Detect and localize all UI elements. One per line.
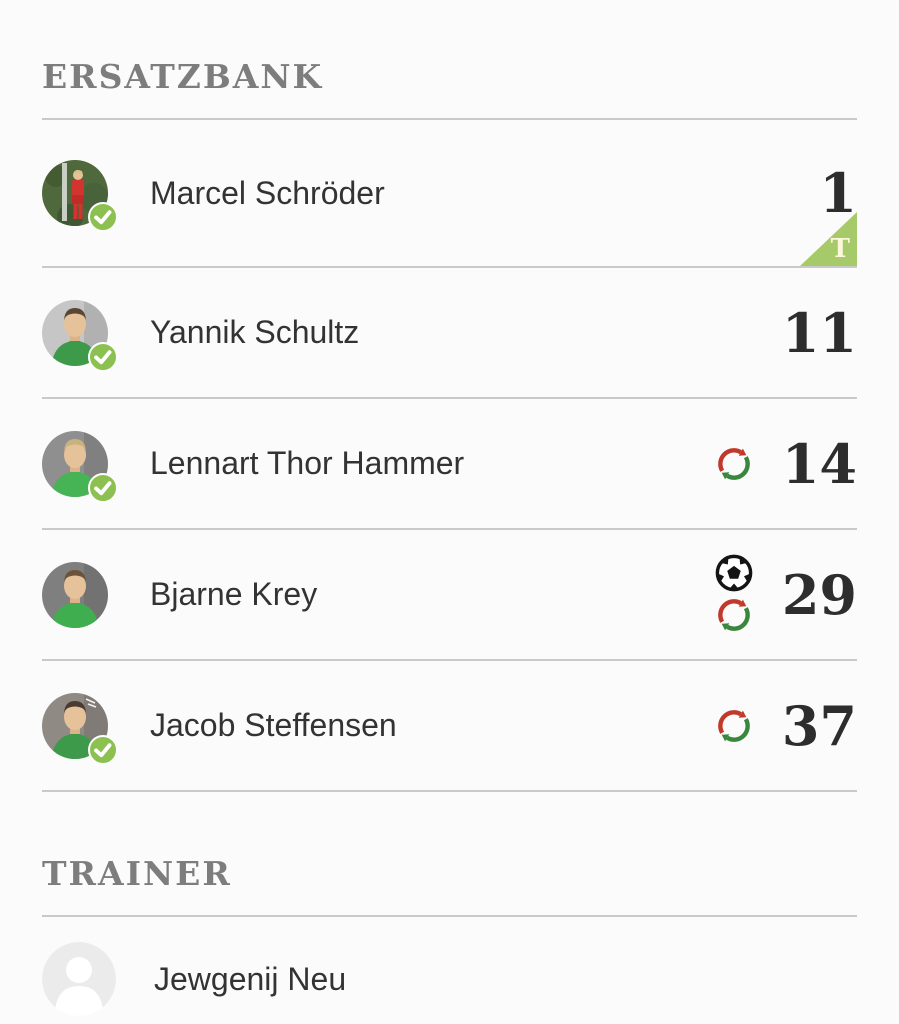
player-number: 11 [781,300,857,365]
confirmed-check-icon [88,734,118,765]
player-photo [42,561,108,628]
trainer-name: Jewgenij Neu [154,960,347,997]
player-photo [42,430,108,497]
player-name: Marcel Schröder [150,174,385,211]
player-row[interactable]: Lennart Thor Hammer 14 [42,399,857,530]
player-row[interactable]: Jacob Steffensen 37 [42,661,857,792]
player-name: Yannik Schultz [150,314,360,350]
player-avatar [42,561,108,628]
player-avatar [42,692,118,765]
player-number: 29 [781,562,857,627]
soccer-ball-icon [715,554,753,591]
player-avatar [42,430,118,503]
trainer-title: TRAINER [42,854,232,893]
player-avatar [42,299,118,372]
player-event-icons [713,443,755,485]
confirmed-check-icon [88,202,118,232]
substitution-arrows-icon [718,447,750,480]
confirmed-check-icon [88,341,118,372]
goalkeeper-t-label: T [830,234,850,264]
trainer-row[interactable]: Jewgenij Neu [42,917,857,1021]
trainer-placeholder-avatar [42,942,116,1016]
player-name: Lennart Thor Hammer [150,445,465,481]
ersatzbank-title: ERSATZBANK [42,57,324,96]
player-event-icons [713,705,755,747]
trainer-section-header: TRAINER [42,792,857,917]
player-avatar [42,160,118,232]
player-name: Jacob Steffensen [150,707,397,743]
confirmed-check-icon [88,472,118,503]
substitution-arrows-icon [718,598,750,631]
player-name: Bjarne Krey [150,576,318,612]
player-row[interactable]: Bjarne Krey 29 [42,530,857,661]
player-event-icons [713,554,755,636]
substitutes-list: Marcel Schröder 1 T Yannik Schultz 11 Le… [42,120,857,792]
player-number: 37 [781,693,857,758]
player-row[interactable]: Yannik Schultz 11 [42,268,857,399]
player-photo [42,160,108,226]
player-number: 1 [819,161,857,225]
substitution-arrows-icon [718,709,750,742]
ersatzbank-section-header: ERSATZBANK [42,0,857,120]
player-row[interactable]: Marcel Schröder 1 T [42,120,857,268]
player-number: 14 [781,431,857,496]
